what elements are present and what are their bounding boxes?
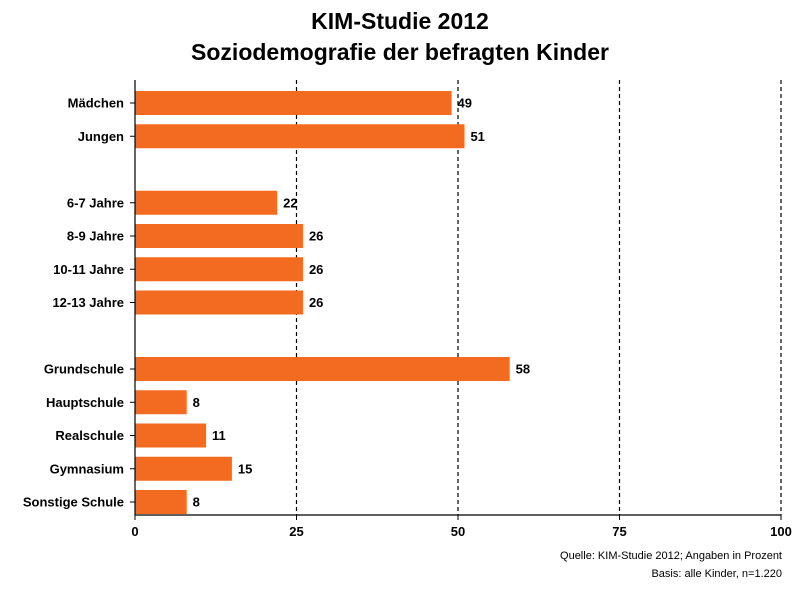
chart-title: KIM-Studie 2012 Soziodemografie der befr… — [0, 6, 800, 68]
x-tick-label-0: 0 — [131, 524, 138, 539]
bar-realschule — [135, 423, 207, 448]
bar-grundschule — [135, 357, 510, 381]
category-label-gymnasium: Gymnasium — [50, 461, 124, 476]
value-label-6-7-jahre: 22 — [283, 195, 297, 210]
bar-hauptschule — [135, 390, 187, 415]
source-note: Quelle: KIM-Studie 2012; Angaben in Proz… — [560, 550, 782, 562]
value-label-8-9-jahre: 26 — [309, 229, 323, 244]
category-label-6-7-jahre: 6-7 Jahre — [67, 195, 124, 210]
bar-maedchen — [135, 91, 452, 115]
bar-gymnasium — [135, 456, 232, 481]
basis-note: Basis: alle Kinder, n=1.220 — [651, 568, 782, 580]
value-label-maedchen: 49 — [458, 96, 472, 111]
category-label-hauptschule: Hauptschule — [46, 395, 124, 410]
value-label-gymnasium: 15 — [238, 461, 252, 476]
value-label-jungen: 51 — [470, 129, 484, 144]
chart-title-line-2: Soziodemografie der befragten Kinder — [191, 39, 609, 65]
bar-8-9-jahre — [135, 224, 303, 248]
category-label-realschule: Realschule — [55, 428, 124, 443]
bar-12-13-jahre — [135, 290, 303, 315]
x-tick-label-100: 100 — [770, 524, 792, 539]
value-label-grundschule: 58 — [516, 362, 530, 377]
bar-jungen — [135, 124, 465, 149]
chart-title-line-1: KIM-Studie 2012 — [311, 8, 489, 34]
category-label-jungen: Jungen — [78, 129, 124, 144]
bar-10-11-jahre — [135, 257, 303, 282]
value-label-hauptschule: 8 — [193, 395, 200, 410]
category-label-maedchen: Mädchen — [68, 96, 124, 111]
category-label-8-9-jahre: 8-9 Jahre — [67, 229, 124, 244]
value-label-10-11-jahre: 26 — [309, 262, 323, 277]
category-label-grundschule: Grundschule — [44, 362, 124, 377]
x-tick-label-25: 25 — [289, 524, 303, 539]
category-label-10-11-jahre: 10-11 Jahre — [53, 262, 124, 277]
bar-sonstige-schule — [135, 490, 187, 514]
category-label-sonstige-schule: Sonstige Schule — [23, 495, 124, 510]
x-tick-label-75: 75 — [612, 524, 626, 539]
category-label-12-13-jahre: 12-13 Jahre — [52, 295, 124, 310]
value-label-sonstige-schule: 8 — [193, 495, 200, 510]
bar-6-7-jahre — [135, 190, 278, 215]
value-label-realschule: 11 — [212, 428, 226, 443]
x-tick-label-50: 50 — [451, 524, 465, 539]
value-label-12-13-jahre: 26 — [309, 295, 323, 310]
